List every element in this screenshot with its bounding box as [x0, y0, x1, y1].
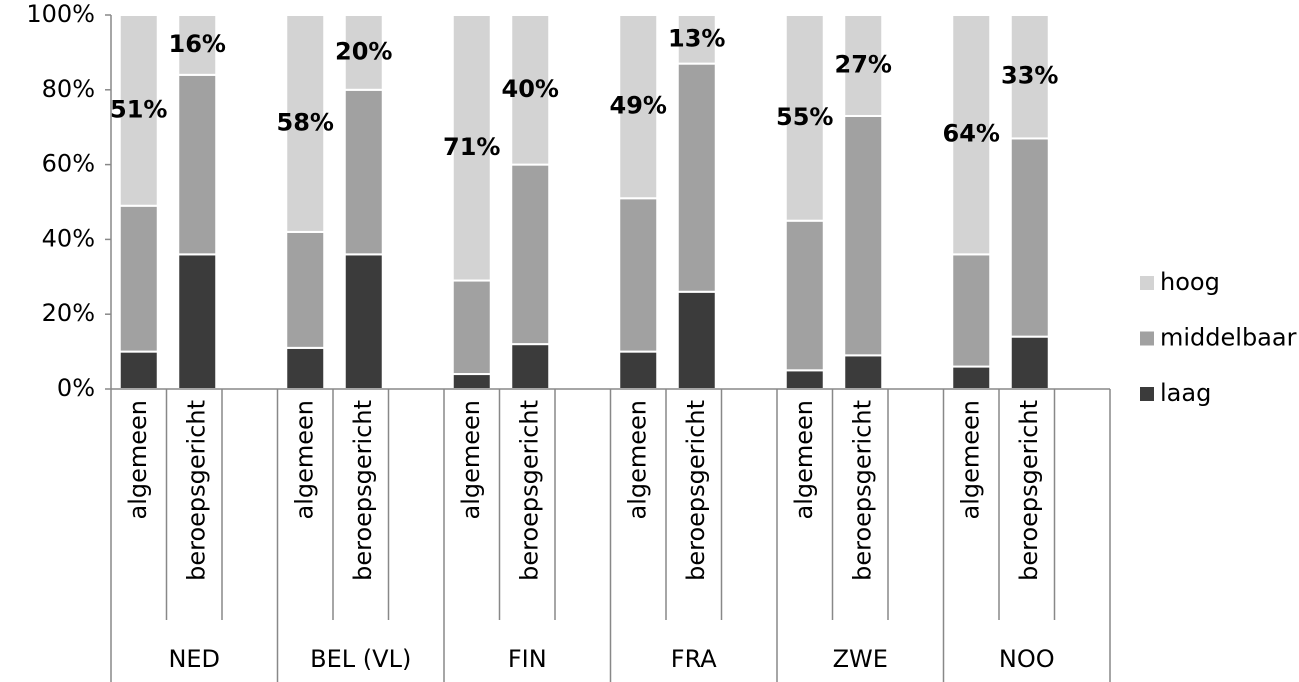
bar-segment — [285, 230, 326, 349]
bar-segment — [951, 14, 992, 256]
bar-segment — [1009, 14, 1050, 140]
group-label: NOO — [999, 645, 1055, 673]
bar-segment — [951, 365, 992, 390]
x-tick-label: beroepsgericht — [515, 400, 543, 581]
group-label: ZWE — [833, 645, 888, 673]
bar-segment — [451, 14, 492, 282]
x-tick-label: algemeen — [623, 400, 651, 520]
bar-segment — [618, 197, 659, 353]
bar-segment — [676, 14, 717, 65]
x-tick-label: algemeen — [290, 400, 318, 520]
value-label: 71% — [443, 133, 500, 161]
value-label: 33% — [1001, 62, 1058, 90]
bar-segment — [676, 62, 717, 293]
legend-label: middelbaar — [1160, 324, 1297, 352]
y-tick-label: 20% — [42, 299, 95, 327]
bar-segment — [451, 373, 492, 391]
bar-segment — [118, 204, 159, 353]
bar-segment — [451, 279, 492, 376]
bar-segment — [343, 253, 384, 390]
x-tick-label: algemeen — [956, 400, 984, 520]
bar-segment — [676, 290, 717, 391]
y-tick-label: 80% — [42, 75, 95, 103]
x-tick-label: algemeen — [790, 400, 818, 520]
bar-segment — [177, 14, 218, 76]
legend-label: laag — [1160, 379, 1211, 407]
legend-swatch — [1140, 387, 1154, 401]
y-tick-label: 100% — [26, 0, 95, 28]
group-label: FIN — [508, 645, 547, 673]
legend-label: hoog — [1160, 268, 1220, 296]
bar-segment — [343, 14, 384, 91]
bar-segment — [618, 14, 659, 200]
x-tick-label: beroepsgericht — [1015, 400, 1043, 581]
y-tick-label: 60% — [42, 150, 95, 178]
bar-segment — [784, 14, 825, 222]
bar-segment — [618, 350, 659, 391]
legend-swatch — [1140, 276, 1154, 290]
y-tick-label: 0% — [57, 374, 95, 402]
value-label: 13% — [668, 24, 725, 52]
bar-segment — [285, 346, 326, 390]
y-tick-label: 40% — [42, 224, 95, 252]
bar-segment — [343, 88, 384, 256]
value-label: 58% — [277, 108, 334, 136]
bar-segment — [510, 14, 551, 166]
bar-segment — [177, 253, 218, 390]
bar-segment — [285, 14, 326, 233]
bar-segment — [843, 354, 884, 390]
value-label: 51% — [110, 95, 167, 123]
value-label: 27% — [835, 50, 892, 78]
bar-segment — [1009, 137, 1050, 338]
value-label: 20% — [335, 37, 392, 65]
x-tick-label: algemeen — [124, 400, 152, 520]
bar-segment — [951, 253, 992, 368]
bar-segment — [510, 343, 551, 390]
value-label: 55% — [776, 103, 833, 131]
group-label: BEL (VL) — [310, 645, 411, 673]
value-label: 49% — [610, 92, 667, 120]
bar-segment — [843, 114, 884, 357]
value-label: 40% — [502, 75, 559, 103]
value-label: 64% — [943, 120, 1000, 148]
x-tick-label: beroepsgericht — [182, 400, 210, 581]
x-tick-label: beroepsgericht — [682, 400, 710, 581]
group-label: FRA — [671, 645, 718, 673]
bar-segment — [1009, 335, 1050, 391]
x-tick-label: algemeen — [457, 400, 485, 520]
bar-segment — [510, 163, 551, 346]
bar-segment — [118, 350, 159, 391]
bar-segment — [177, 73, 218, 256]
legend-swatch — [1140, 331, 1154, 346]
bar-segment — [118, 14, 159, 207]
x-tick-label: beroepsgericht — [349, 400, 377, 581]
group-label: NED — [168, 645, 220, 673]
bar-segment — [784, 219, 825, 372]
bar-segment — [843, 14, 884, 117]
value-label: 16% — [169, 30, 226, 58]
x-tick-label: beroepsgericht — [848, 400, 876, 581]
bar-segment — [784, 369, 825, 390]
